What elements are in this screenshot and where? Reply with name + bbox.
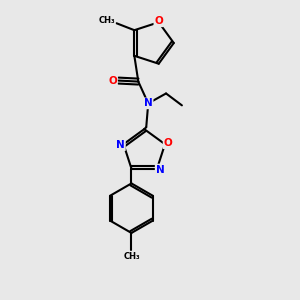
Text: N: N bbox=[144, 98, 153, 108]
Text: O: O bbox=[164, 138, 172, 148]
Text: N: N bbox=[116, 140, 125, 150]
Text: CH₃: CH₃ bbox=[123, 252, 140, 261]
Text: N: N bbox=[156, 164, 164, 175]
Text: CH₃: CH₃ bbox=[98, 16, 115, 25]
Text: O: O bbox=[108, 76, 117, 85]
Text: O: O bbox=[154, 16, 163, 26]
